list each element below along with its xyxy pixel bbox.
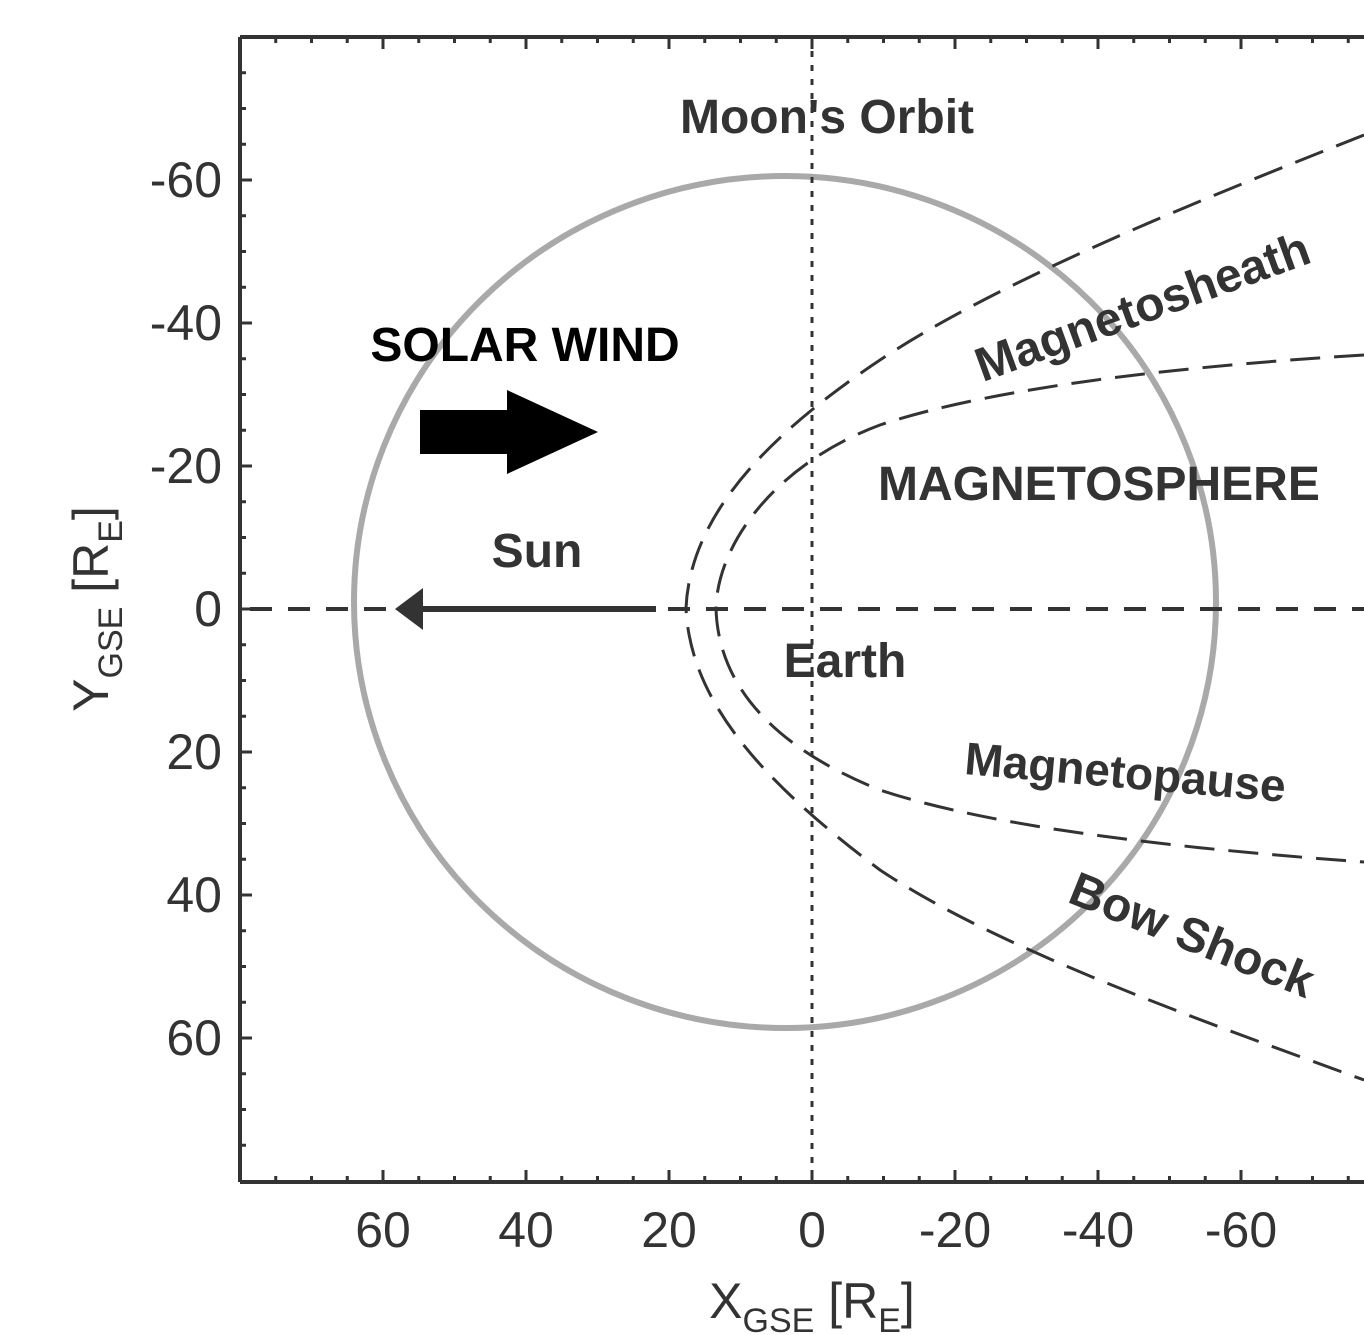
y-tick-labels: -60 -40 -20 0 20 40 60 bbox=[150, 152, 222, 1066]
x-tick-label: 40 bbox=[498, 1202, 554, 1258]
y-tick-label: 20 bbox=[166, 724, 222, 780]
y-axis-title-main: Y bbox=[63, 678, 119, 711]
y-axis-title-unit-close: ] bbox=[63, 506, 119, 520]
y-tick-label: 40 bbox=[166, 867, 222, 923]
solar-wind-arrow-icon bbox=[420, 390, 598, 474]
x-axis-title-unit-sub: E bbox=[878, 1302, 901, 1335]
solar-wind-label: SOLAR WIND bbox=[370, 319, 679, 372]
magnetopause-curve bbox=[714, 353, 1364, 864]
x-tick-label: -60 bbox=[1205, 1202, 1277, 1258]
x-tick-label: -20 bbox=[919, 1202, 991, 1258]
x-tick-label: 0 bbox=[798, 1202, 826, 1258]
y-tick-label: 60 bbox=[166, 1010, 222, 1066]
plot-area: Moon's Orbit SOLAR WIND Magnetosheath MA… bbox=[250, 37, 1364, 1182]
y-axis-title-unit-sub: E bbox=[92, 520, 130, 543]
magnetosphere-label: MAGNETOSPHERE bbox=[878, 458, 1320, 511]
y-axis-title: YGSE [RE] bbox=[63, 506, 130, 712]
x-tick-label: 60 bbox=[355, 1202, 411, 1258]
x-axis-title-unit-close: ] bbox=[901, 1273, 915, 1329]
sun-label: Sun bbox=[492, 525, 583, 578]
axis-ticks bbox=[240, 37, 1350, 1182]
x-axis-title: XGSE [RE] bbox=[709, 1273, 915, 1335]
x-tick-label: -40 bbox=[1062, 1202, 1134, 1258]
y-axis-title-unit-open: [R bbox=[63, 543, 119, 607]
y-tick-label: -40 bbox=[150, 295, 222, 351]
bow-shock-curve bbox=[684, 133, 1364, 1082]
y-axis-title-sub: GSE bbox=[92, 607, 130, 679]
y-tick-label: -60 bbox=[150, 152, 222, 208]
x-axis-title-sub: GSE bbox=[743, 1302, 815, 1335]
y-tick-label: 0 bbox=[194, 581, 222, 637]
x-axis-title-main: X bbox=[709, 1273, 742, 1329]
moon-orbit-label: Moon's Orbit bbox=[680, 91, 974, 144]
sun-arrow-icon bbox=[395, 588, 656, 630]
bow-shock-label: Bow Shock bbox=[1062, 863, 1322, 1009]
y-tick-label: -20 bbox=[150, 438, 222, 494]
x-axis-title-unit-open: [R bbox=[814, 1273, 878, 1329]
x-tick-label: 20 bbox=[641, 1202, 697, 1258]
earth-label: Earth bbox=[784, 635, 907, 688]
moon-orbit-circle bbox=[351, 173, 1219, 1031]
magnetopause-label: Magnetopause bbox=[963, 732, 1288, 812]
x-tick-labels: 60 40 20 0 -20 -40 -60 bbox=[355, 1202, 1277, 1258]
